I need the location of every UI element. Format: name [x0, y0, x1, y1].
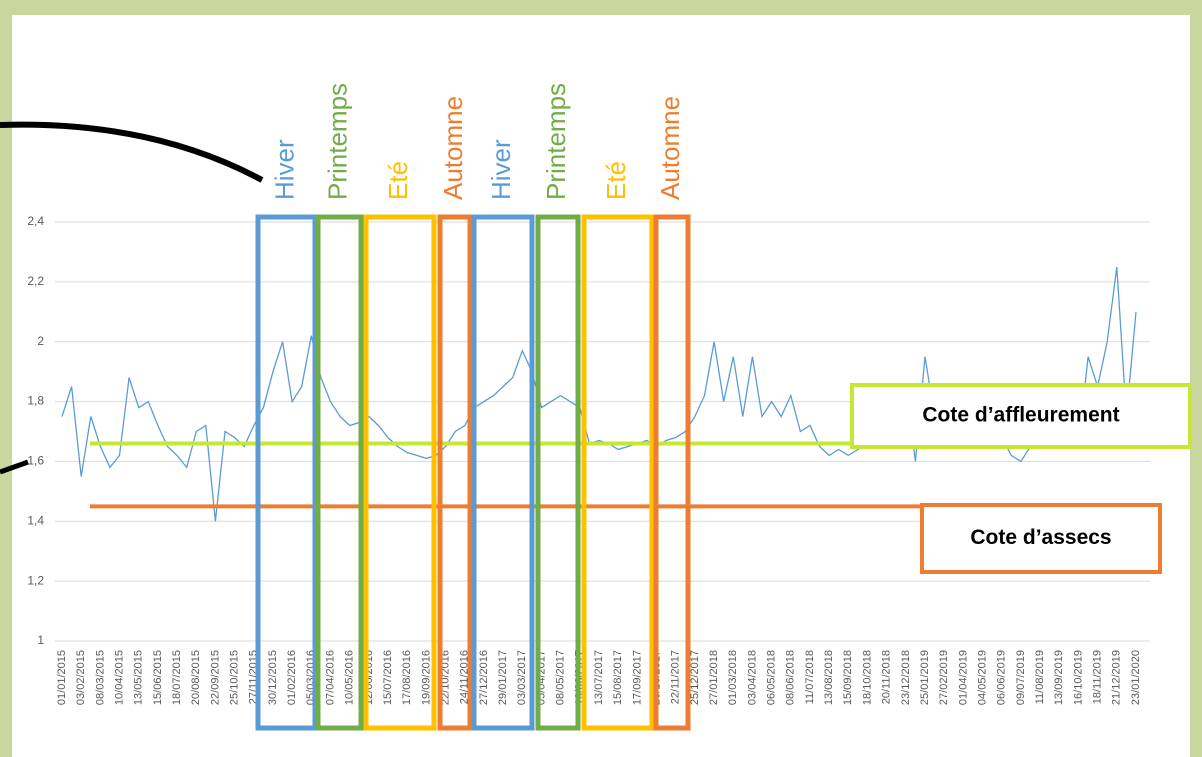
y-tick-label: 1,6 [27, 454, 44, 468]
season-label: Automne [438, 96, 468, 200]
x-tick-label: 20/08/2015 [190, 650, 202, 705]
x-tick-label: 15/07/2016 [382, 650, 394, 705]
x-tick-label: 13/07/2017 [593, 650, 605, 705]
x-tick-label: 22/11/2017 [670, 650, 682, 704]
x-tick-label: 25/10/2015 [229, 650, 241, 705]
x-tick-label: 27/02/2019 [938, 650, 950, 705]
season-label: Eté [383, 161, 413, 200]
x-tick-label: 18/10/2018 [861, 650, 873, 705]
season-label: Automne [655, 96, 685, 200]
y-tick-label: 2,4 [27, 214, 44, 228]
season-label: Printemps [541, 83, 571, 200]
x-tick-label: 03/03/2017 [516, 650, 528, 705]
x-tick-label: 22/09/2015 [209, 650, 221, 705]
x-tick-label: 15/06/2015 [152, 650, 164, 705]
x-tick-label: 13/05/2015 [133, 650, 145, 705]
x-tick-label: 13/08/2018 [823, 650, 835, 705]
season-box [363, 214, 437, 731]
y-tick-label: 1,4 [27, 513, 44, 527]
x-tick-label: 27/11/2015 [248, 650, 260, 704]
y-tick-label: 1,2 [27, 573, 44, 587]
connector [0, 459, 29, 475]
y-tick-label: 1,8 [27, 394, 44, 408]
season-box [437, 214, 473, 731]
season-box [471, 214, 535, 731]
x-tick-label: 17/09/2017 [631, 650, 643, 705]
season-label: Hiver [269, 139, 299, 200]
season-box [653, 214, 691, 731]
x-tick-label: 11/07/2018 [804, 650, 816, 704]
x-tick-label: 03/02/2015 [75, 650, 87, 705]
x-tick-label: 19/09/2016 [420, 650, 432, 705]
label-box [850, 383, 1192, 449]
x-tick-label: 13/09/2019 [1053, 650, 1065, 705]
x-tick-label: 15/09/2018 [842, 650, 854, 705]
connector [0, 121, 264, 183]
x-tick-label: 15/08/2017 [612, 650, 624, 705]
reference-label: Cote d’assecs [970, 526, 1111, 549]
season-box [255, 214, 318, 731]
x-tick-label: 06/06/2019 [996, 650, 1008, 705]
x-tick-label: 18/07/2015 [171, 650, 183, 705]
x-tick-label: 23/01/2020 [1130, 650, 1142, 705]
x-tick-label: 27/12/2016 [478, 650, 490, 705]
x-tick-label: 10/04/2015 [113, 650, 125, 705]
x-tick-label: 25/01/2019 [919, 650, 931, 705]
x-tick-label: 20/11/2018 [881, 650, 893, 704]
y-tick-label: 1 [37, 633, 44, 647]
x-tick-label: 01/01/2015 [56, 650, 68, 705]
x-tick-label: 08/03/2015 [94, 650, 106, 705]
x-tick-label: 01/04/2019 [957, 650, 969, 705]
x-tick-label: 11/08/2019 [1034, 650, 1046, 704]
x-tick-label: 09/07/2019 [1015, 650, 1027, 705]
x-tick-label: 07/04/2016 [324, 650, 336, 705]
x-tick-label: 01/02/2016 [286, 650, 298, 705]
y-tick-label: 2,2 [27, 274, 44, 288]
x-tick-label: 01/03/2018 [727, 650, 739, 705]
x-tick-label: 25/12/2017 [689, 650, 701, 705]
x-tick-label: 08/05/2017 [555, 650, 567, 705]
x-tick-label: 18/11/2019 [1092, 650, 1104, 704]
season-label: Printemps [322, 83, 352, 200]
season-box [315, 214, 364, 731]
x-tick-label: 27/01/2018 [708, 650, 720, 705]
season-label: Eté [601, 161, 631, 200]
x-tick-label: 10/05/2016 [344, 650, 356, 705]
season-box [535, 214, 581, 731]
reference-label: Cote d’affleurement [922, 404, 1119, 427]
x-tick-label: 16/10/2019 [1072, 650, 1084, 705]
season-box [581, 214, 655, 731]
x-tick-label: 29/01/2017 [497, 650, 509, 705]
x-tick-label: 08/06/2018 [785, 650, 797, 705]
label-box [920, 503, 1162, 574]
x-tick-label: 21/12/2019 [1111, 650, 1123, 705]
x-tick-label: 17/08/2016 [401, 650, 413, 705]
x-tick-label: 23/12/2018 [900, 650, 912, 705]
x-tick-label: 03/04/2018 [746, 650, 758, 705]
x-tick-label: 06/05/2018 [766, 650, 778, 705]
season-label: Hiver [486, 139, 516, 200]
y-tick-label: 2 [37, 334, 44, 348]
x-tick-label: 04/05/2019 [976, 650, 988, 705]
x-tick-label: 30/12/2015 [267, 650, 279, 705]
